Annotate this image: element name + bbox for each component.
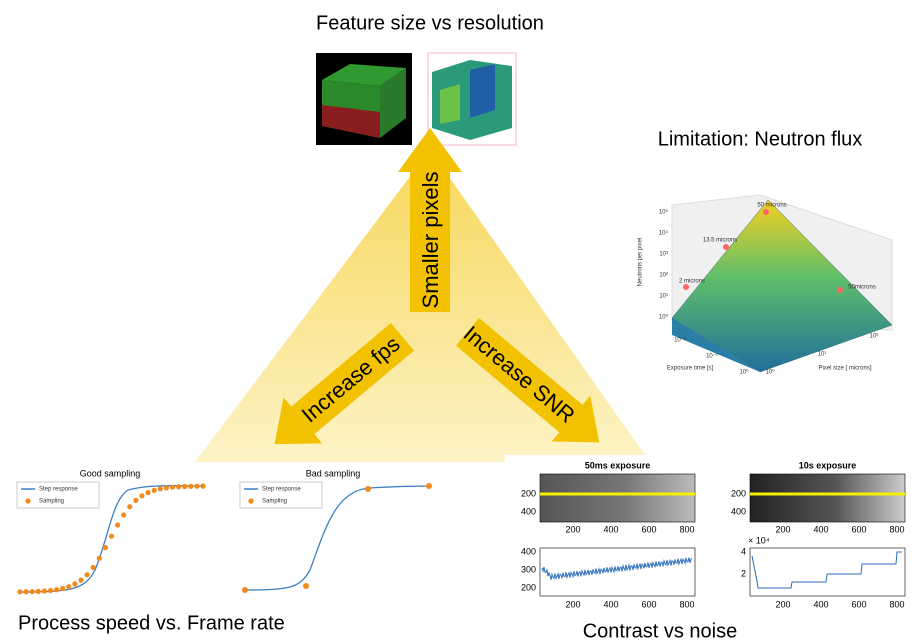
legend-label: Sampling bbox=[262, 499, 287, 505]
slide: Feature size vs resolution Smaller pixel… bbox=[0, 0, 912, 642]
sample-dot bbox=[103, 545, 108, 550]
sample-dot bbox=[30, 589, 35, 594]
sample-dot bbox=[24, 589, 29, 594]
y-tick-label: 200 bbox=[521, 582, 536, 592]
caption: Contrast vs noise bbox=[583, 620, 738, 642]
x-tick-label: 800 bbox=[679, 524, 694, 534]
y-tick-label: 400 bbox=[731, 506, 746, 516]
z-tick-label: 10² bbox=[659, 273, 668, 279]
y-tick-label: 4 bbox=[741, 546, 746, 556]
sample-dot bbox=[115, 522, 120, 527]
sample-dot bbox=[158, 486, 163, 491]
point-label: 50microns bbox=[848, 285, 876, 291]
x-tick-label: 800 bbox=[889, 599, 904, 609]
x-tick-label: 200 bbox=[565, 524, 580, 534]
x-tick-label: 400 bbox=[813, 524, 828, 534]
y-tick-label: 10¹ bbox=[818, 352, 827, 358]
line-plot-frame bbox=[750, 548, 905, 596]
sample-dot bbox=[133, 498, 138, 503]
z-tick-label: 10⁵ bbox=[659, 209, 669, 216]
y-tick-label: 400 bbox=[521, 546, 536, 556]
point-label: 50 microns bbox=[757, 203, 786, 209]
x-tick-label: 10⁰ bbox=[739, 369, 749, 376]
sample-dot bbox=[170, 485, 175, 490]
sample-dot bbox=[60, 586, 65, 591]
y-exponent: × 10⁴ bbox=[748, 535, 770, 545]
y-tick-label: 10² bbox=[870, 334, 879, 340]
x-tick-label: 400 bbox=[603, 524, 618, 534]
sample-dot bbox=[78, 578, 83, 583]
x-tick-label: 800 bbox=[889, 524, 904, 534]
plot-title: 10s exposure bbox=[799, 460, 857, 470]
sample-dot bbox=[36, 589, 41, 594]
sample-dot bbox=[182, 484, 187, 489]
z-tick-label: 10⁴ bbox=[659, 230, 669, 237]
sample-dot bbox=[194, 484, 199, 489]
title: Feature size vs resolution bbox=[316, 12, 544, 34]
sample-dot bbox=[109, 534, 114, 539]
sample-dot bbox=[188, 484, 193, 489]
axis-label: Neutrons per pixel bbox=[638, 238, 644, 287]
plot-title: 50ms exposure bbox=[585, 460, 651, 470]
x-tick-label: 600 bbox=[641, 524, 656, 534]
surface-plot: 50 microns 13.5 microns 2 microns 50micr… bbox=[638, 195, 892, 372]
x-tick-label: 600 bbox=[641, 599, 656, 609]
plot-title: Good sampling bbox=[80, 468, 141, 478]
x-tick-label: 400 bbox=[603, 599, 618, 609]
sample-dot bbox=[66, 584, 71, 589]
sample-dot bbox=[146, 490, 151, 495]
axis-label: Pixel size [ microns] bbox=[818, 366, 871, 372]
sample-dot bbox=[54, 587, 59, 592]
y-tick-label: 200 bbox=[521, 488, 536, 498]
point-label: 13.5 microns bbox=[703, 238, 737, 244]
x-tick-label: 200 bbox=[775, 599, 790, 609]
cube-face bbox=[440, 84, 460, 124]
legend-dot bbox=[25, 498, 30, 503]
z-tick-label: 10¹ bbox=[659, 294, 668, 300]
x-tick-label: 10⁻² bbox=[674, 338, 686, 344]
sample-dot bbox=[139, 493, 144, 498]
x-tick-label: 600 bbox=[851, 524, 866, 534]
caption: Process speed vs. Frame rate bbox=[18, 612, 285, 634]
sample-dot bbox=[176, 484, 181, 489]
panel-title: Limitation: Neutron flux bbox=[658, 128, 863, 150]
y-tick-label: 300 bbox=[521, 564, 536, 574]
legend-label: Step response bbox=[39, 487, 78, 493]
line-plot-frame bbox=[540, 548, 695, 596]
legend-label: Step response bbox=[262, 487, 301, 493]
x-tick-label: 600 bbox=[851, 599, 866, 609]
y-tick-label: 2 bbox=[741, 568, 746, 578]
sample-dot bbox=[164, 485, 169, 490]
cube-face bbox=[470, 64, 495, 118]
z-tick-label: 10³ bbox=[659, 252, 668, 258]
y-tick-label: 200 bbox=[731, 488, 746, 498]
axis-label: Exposure time [s] bbox=[667, 366, 714, 372]
legend-label: Sampling bbox=[39, 499, 64, 505]
legend-dot bbox=[248, 498, 253, 503]
sample-dot bbox=[42, 588, 47, 593]
sample-dot bbox=[121, 512, 126, 517]
arrow-label: Smaller pixels bbox=[418, 172, 443, 309]
image bbox=[540, 474, 695, 522]
x-tick-label: 400 bbox=[813, 599, 828, 609]
sample-dot bbox=[17, 589, 22, 594]
y-tick-label: 400 bbox=[521, 506, 536, 516]
sample-dot bbox=[127, 504, 132, 509]
x-tick-label: 200 bbox=[775, 524, 790, 534]
z-tick-label: 10⁰ bbox=[659, 314, 669, 321]
sample-dot bbox=[72, 581, 77, 586]
image bbox=[750, 474, 905, 522]
sample-dot bbox=[91, 565, 96, 570]
sample-dot bbox=[200, 484, 205, 489]
sample-dot bbox=[85, 572, 90, 577]
point-label: 2 microns bbox=[679, 279, 705, 285]
sample-dot bbox=[152, 488, 157, 493]
x-tick-label: 800 bbox=[679, 599, 694, 609]
x-tick-label: 200 bbox=[565, 599, 580, 609]
sample-dot bbox=[48, 588, 53, 593]
y-tick-label: 10⁰ bbox=[765, 369, 775, 376]
x-tick-label: 10⁻¹ bbox=[706, 354, 718, 360]
plot-title: Bad sampling bbox=[306, 468, 361, 478]
sample-dot bbox=[97, 556, 102, 561]
